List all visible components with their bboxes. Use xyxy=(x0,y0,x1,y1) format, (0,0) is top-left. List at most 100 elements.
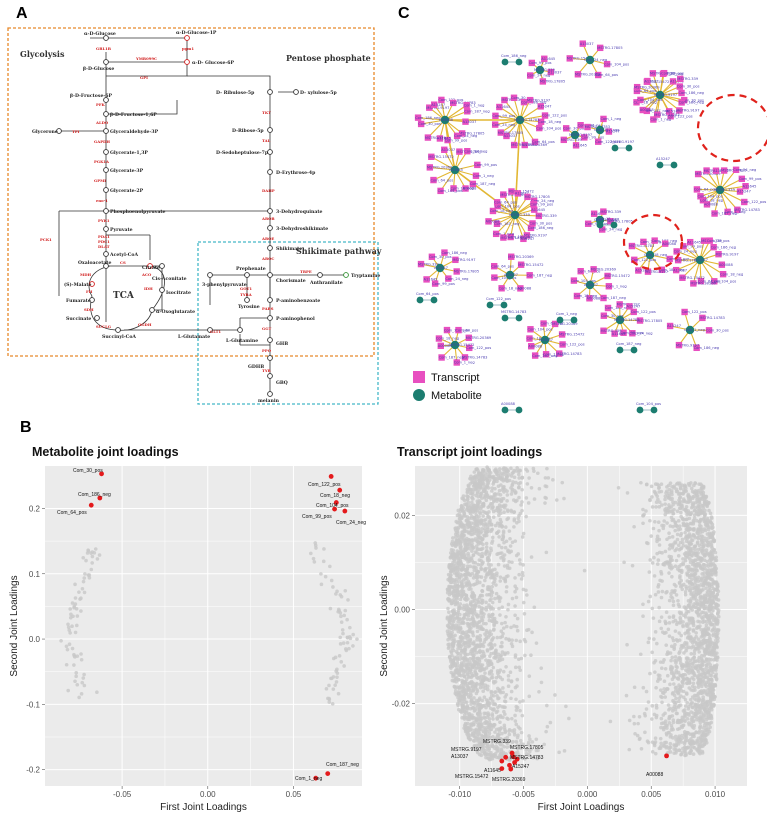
data-point xyxy=(463,524,467,528)
enzyme-label: GBL1B xyxy=(96,46,111,51)
node-label: MSTRG.15472 xyxy=(449,343,474,347)
pentose-title: Pentose phosphate xyxy=(286,53,371,63)
data-point xyxy=(697,548,701,552)
data-point xyxy=(491,482,495,486)
data-point xyxy=(658,579,662,583)
data-point xyxy=(502,559,506,563)
data-point xyxy=(534,737,538,741)
data-point xyxy=(489,643,493,647)
data-point xyxy=(59,639,63,643)
data-point xyxy=(471,674,475,678)
data-point xyxy=(513,489,517,493)
data-point xyxy=(507,684,511,688)
data-point xyxy=(681,624,685,628)
data-point xyxy=(463,674,467,678)
data-point xyxy=(515,554,519,558)
data-point xyxy=(495,749,499,753)
data-point xyxy=(341,632,345,636)
data-point xyxy=(82,673,86,677)
highlight-point xyxy=(325,771,330,776)
data-point xyxy=(313,560,317,564)
node-label: Com_99_pos xyxy=(530,202,553,206)
data-point xyxy=(452,557,456,561)
data-point xyxy=(98,553,102,557)
data-point xyxy=(351,644,355,648)
data-point xyxy=(335,675,339,679)
data-point xyxy=(657,590,661,594)
data-point xyxy=(515,684,519,688)
data-point xyxy=(506,516,510,520)
data-point xyxy=(454,612,458,616)
data-point xyxy=(670,575,674,579)
data-point xyxy=(545,485,549,489)
data-point xyxy=(652,637,656,641)
data-point xyxy=(464,594,468,598)
data-point xyxy=(479,563,483,567)
met-label: Tyrosine xyxy=(238,304,260,310)
data-point xyxy=(503,506,507,510)
data-point xyxy=(457,561,461,565)
data-point xyxy=(470,549,474,553)
data-point xyxy=(473,524,477,528)
data-point xyxy=(551,478,555,482)
met-label: β-D-Glucose xyxy=(83,66,114,72)
data-point xyxy=(462,604,466,608)
data-point xyxy=(632,715,636,719)
data-point xyxy=(460,504,464,508)
node-label: A00088 xyxy=(640,108,655,112)
node-label: MSTRG.15472 xyxy=(518,263,543,267)
data-point xyxy=(675,638,679,642)
data-point xyxy=(642,686,646,690)
glycolysis-box xyxy=(8,28,374,356)
data-point xyxy=(481,627,485,631)
node-label: Com_1_neg xyxy=(650,118,671,122)
data-point xyxy=(521,571,525,575)
data-point xyxy=(473,620,477,624)
data-point xyxy=(331,702,335,706)
data-point xyxy=(451,647,455,651)
data-point xyxy=(79,596,83,600)
y-tick-label: 0.1 xyxy=(29,570,41,579)
data-point xyxy=(677,565,681,569)
data-point xyxy=(68,607,72,611)
data-point xyxy=(455,669,459,673)
data-point xyxy=(479,594,483,598)
data-point xyxy=(73,655,77,659)
data-point xyxy=(707,677,711,681)
data-point xyxy=(492,515,496,519)
node-label: A00088 xyxy=(704,203,719,207)
data-point xyxy=(459,635,463,639)
data-point xyxy=(84,559,88,563)
data-point xyxy=(701,497,705,501)
data-point xyxy=(481,689,485,693)
node-label: A13037 xyxy=(462,120,476,124)
data-point xyxy=(677,528,681,532)
data-point xyxy=(487,486,491,490)
data-point xyxy=(674,748,678,752)
met-label: Oxaloacetate xyxy=(78,260,111,266)
data-point xyxy=(549,721,553,725)
data-point xyxy=(334,669,338,673)
node-label: MSTRG.339 xyxy=(714,188,736,192)
data-point xyxy=(504,525,508,529)
data-point xyxy=(471,617,475,621)
data-point xyxy=(461,586,465,590)
data-point xyxy=(486,587,490,591)
enzyme-label: GLT1 xyxy=(210,329,221,334)
data-point xyxy=(508,566,512,570)
data-point xyxy=(714,573,718,577)
data-point xyxy=(90,561,94,565)
data-point xyxy=(461,551,465,555)
data-point xyxy=(669,745,673,749)
data-point xyxy=(499,726,503,730)
data-point xyxy=(490,712,494,716)
data-point xyxy=(673,583,677,587)
met-label: Glycerate-1,3P xyxy=(110,150,148,156)
data-point xyxy=(481,503,485,507)
data-point xyxy=(486,648,490,652)
data-point xyxy=(466,597,470,601)
data-point xyxy=(567,717,571,721)
data-point xyxy=(341,628,345,632)
y-tick-label: 0.0 xyxy=(29,635,41,644)
data-point xyxy=(514,719,518,723)
